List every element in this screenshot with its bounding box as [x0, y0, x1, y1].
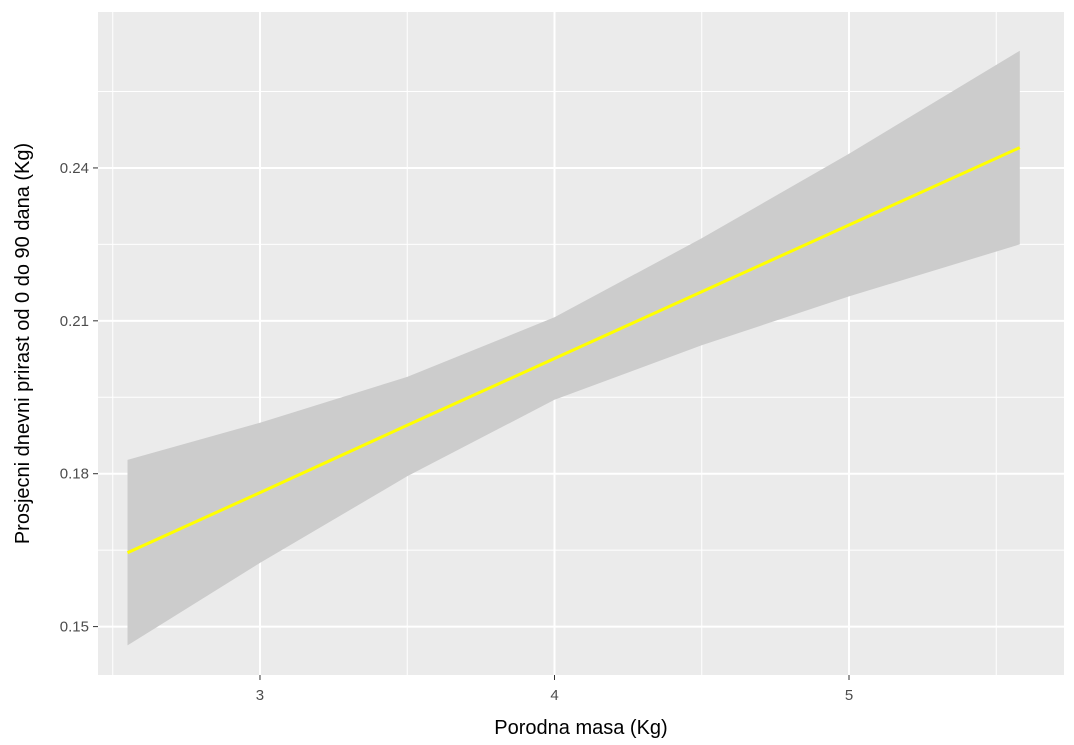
x-tick-label: 5 [845, 687, 853, 704]
confidence-ribbon [127, 50, 1020, 646]
y-axis: 0.15 0.18 0.21 0.24 [60, 160, 98, 636]
y-tick-label: 0.24 [60, 160, 89, 177]
x-tick-label: 3 [256, 687, 264, 704]
x-axis: 3 4 5 [256, 675, 853, 704]
y-tick-label: 0.18 [60, 466, 89, 483]
x-tick-label: 4 [550, 687, 558, 704]
y-axis-title: Prosjecni dnevni prirast od 0 do 90 dana… [12, 143, 34, 544]
x-axis-title: Porodna masa (Kg) [494, 717, 667, 739]
y-tick-label: 0.21 [60, 313, 89, 330]
y-tick-label: 0.15 [60, 619, 89, 636]
regression-line [126, 146, 1021, 555]
